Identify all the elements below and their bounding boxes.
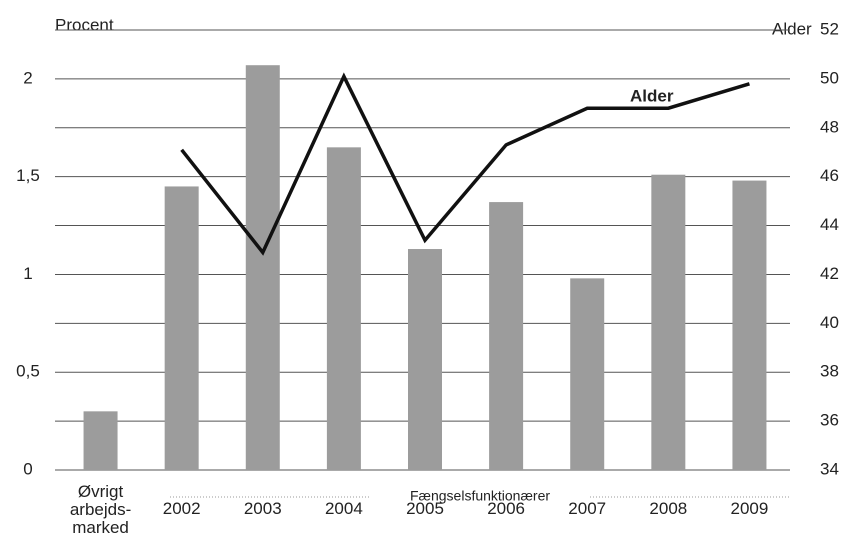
y2-tick-label: 38 [820, 362, 839, 381]
y-tick-label: 0 [23, 459, 32, 478]
bar [164, 186, 199, 470]
x-tick-label: 2003 [243, 499, 282, 518]
x-tick-label: 2007 [568, 499, 607, 518]
bar [408, 249, 442, 470]
x-tick-label: 2005 [406, 499, 444, 518]
x-tick-label: 2006 [487, 499, 526, 518]
y2-tick-label: 40 [820, 313, 839, 332]
line-label: Alder [630, 86, 674, 105]
y2-tick-label: 44 [820, 215, 839, 234]
bar [83, 411, 118, 470]
y-tick-label: 1 [23, 264, 32, 283]
x-tick-label: Øvrigt arbejds-marked [69, 482, 132, 537]
y2-tick-label: 34 [820, 459, 839, 478]
bar [570, 278, 605, 470]
bar [326, 147, 361, 471]
x-tick-label: 2009 [730, 499, 769, 518]
y-tick-label: 0,5 [16, 362, 40, 381]
line [180, 72, 750, 256]
y-axis-label: Procent [55, 15, 114, 34]
group-label: Fængselsfunktionærer [410, 488, 550, 504]
x-tick-label: 2002 [162, 499, 201, 518]
bar [732, 180, 767, 471]
x-tick-label: 2004 [324, 499, 363, 518]
x-tick-label: 2008 [649, 499, 688, 518]
bar [245, 65, 280, 470]
y2-tick-label: 46 [820, 166, 839, 185]
y-tick-label: 2 [23, 68, 32, 87]
y2-tick-label: 52 [820, 19, 839, 38]
y2-tick-label: 50 [820, 68, 839, 87]
y-tick-label: 1,5 [16, 166, 40, 185]
y2-axis-label: Alder [772, 19, 812, 38]
bar [489, 202, 524, 471]
bar [651, 174, 686, 470]
y2-tick-label: 42 [820, 264, 839, 283]
y2-tick-label: 36 [820, 411, 839, 430]
y2-tick-label: 48 [820, 117, 839, 136]
